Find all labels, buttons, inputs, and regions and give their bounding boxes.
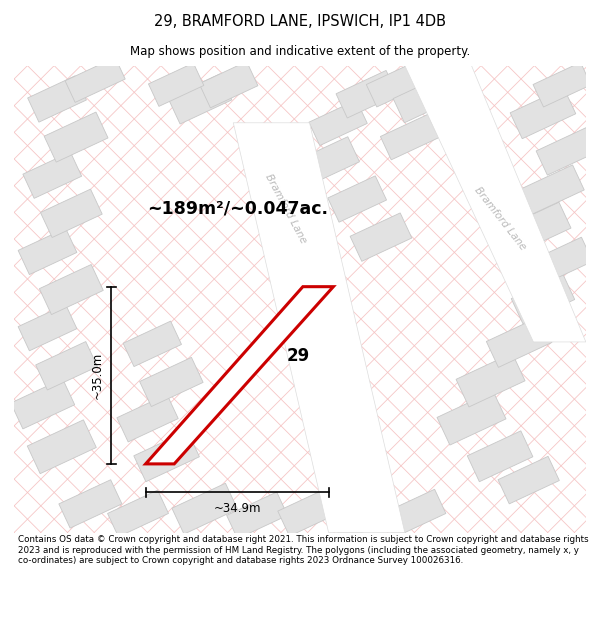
Polygon shape [148,63,204,106]
Polygon shape [467,431,533,482]
Polygon shape [456,353,525,407]
Polygon shape [168,74,232,124]
Polygon shape [487,316,552,368]
Text: 29, BRAMFORD LANE, IPSWICH, IP1 4DB: 29, BRAMFORD LANE, IPSWICH, IP1 4DB [154,14,446,29]
Polygon shape [328,176,386,222]
Polygon shape [511,274,575,324]
Polygon shape [405,66,586,342]
Text: ~189m²/~0.047ac.: ~189m²/~0.047ac. [148,199,329,217]
Polygon shape [35,341,97,390]
Polygon shape [505,202,571,253]
Text: Bramford Lane: Bramford Lane [263,172,308,245]
Polygon shape [233,122,405,532]
Text: Map shows position and indicative extent of the property.: Map shows position and indicative extent… [130,45,470,58]
Polygon shape [44,112,108,162]
Polygon shape [40,189,102,238]
Polygon shape [199,61,258,108]
Polygon shape [11,379,74,429]
Text: ~35.0m: ~35.0m [91,352,104,399]
Polygon shape [336,71,397,118]
Text: Contains OS data © Crown copyright and database right 2021. This information is : Contains OS data © Crown copyright and d… [18,535,589,565]
Polygon shape [172,483,238,534]
Polygon shape [59,480,122,528]
Polygon shape [146,287,334,464]
Polygon shape [140,357,203,406]
Polygon shape [510,88,576,139]
Polygon shape [107,490,169,537]
Polygon shape [533,62,591,107]
Polygon shape [532,237,593,285]
Text: Bramford Lane: Bramford Lane [472,184,528,251]
Text: 29: 29 [286,348,310,365]
Polygon shape [383,489,446,538]
Polygon shape [227,492,287,539]
Polygon shape [27,420,97,474]
Polygon shape [278,487,341,536]
Polygon shape [65,58,125,102]
Polygon shape [28,76,86,122]
Polygon shape [23,152,82,198]
Polygon shape [18,228,77,274]
Polygon shape [298,137,359,185]
Polygon shape [437,391,506,445]
Polygon shape [117,394,178,442]
Polygon shape [536,127,598,175]
Polygon shape [331,495,392,541]
Polygon shape [18,304,77,351]
Polygon shape [393,75,455,122]
Polygon shape [134,431,199,482]
Polygon shape [498,456,559,504]
Polygon shape [309,100,367,146]
Polygon shape [40,264,103,314]
Polygon shape [380,114,439,160]
Polygon shape [521,165,584,214]
Polygon shape [350,213,412,261]
Polygon shape [123,321,181,367]
Text: ~34.9m: ~34.9m [214,502,261,515]
Polygon shape [366,62,424,107]
